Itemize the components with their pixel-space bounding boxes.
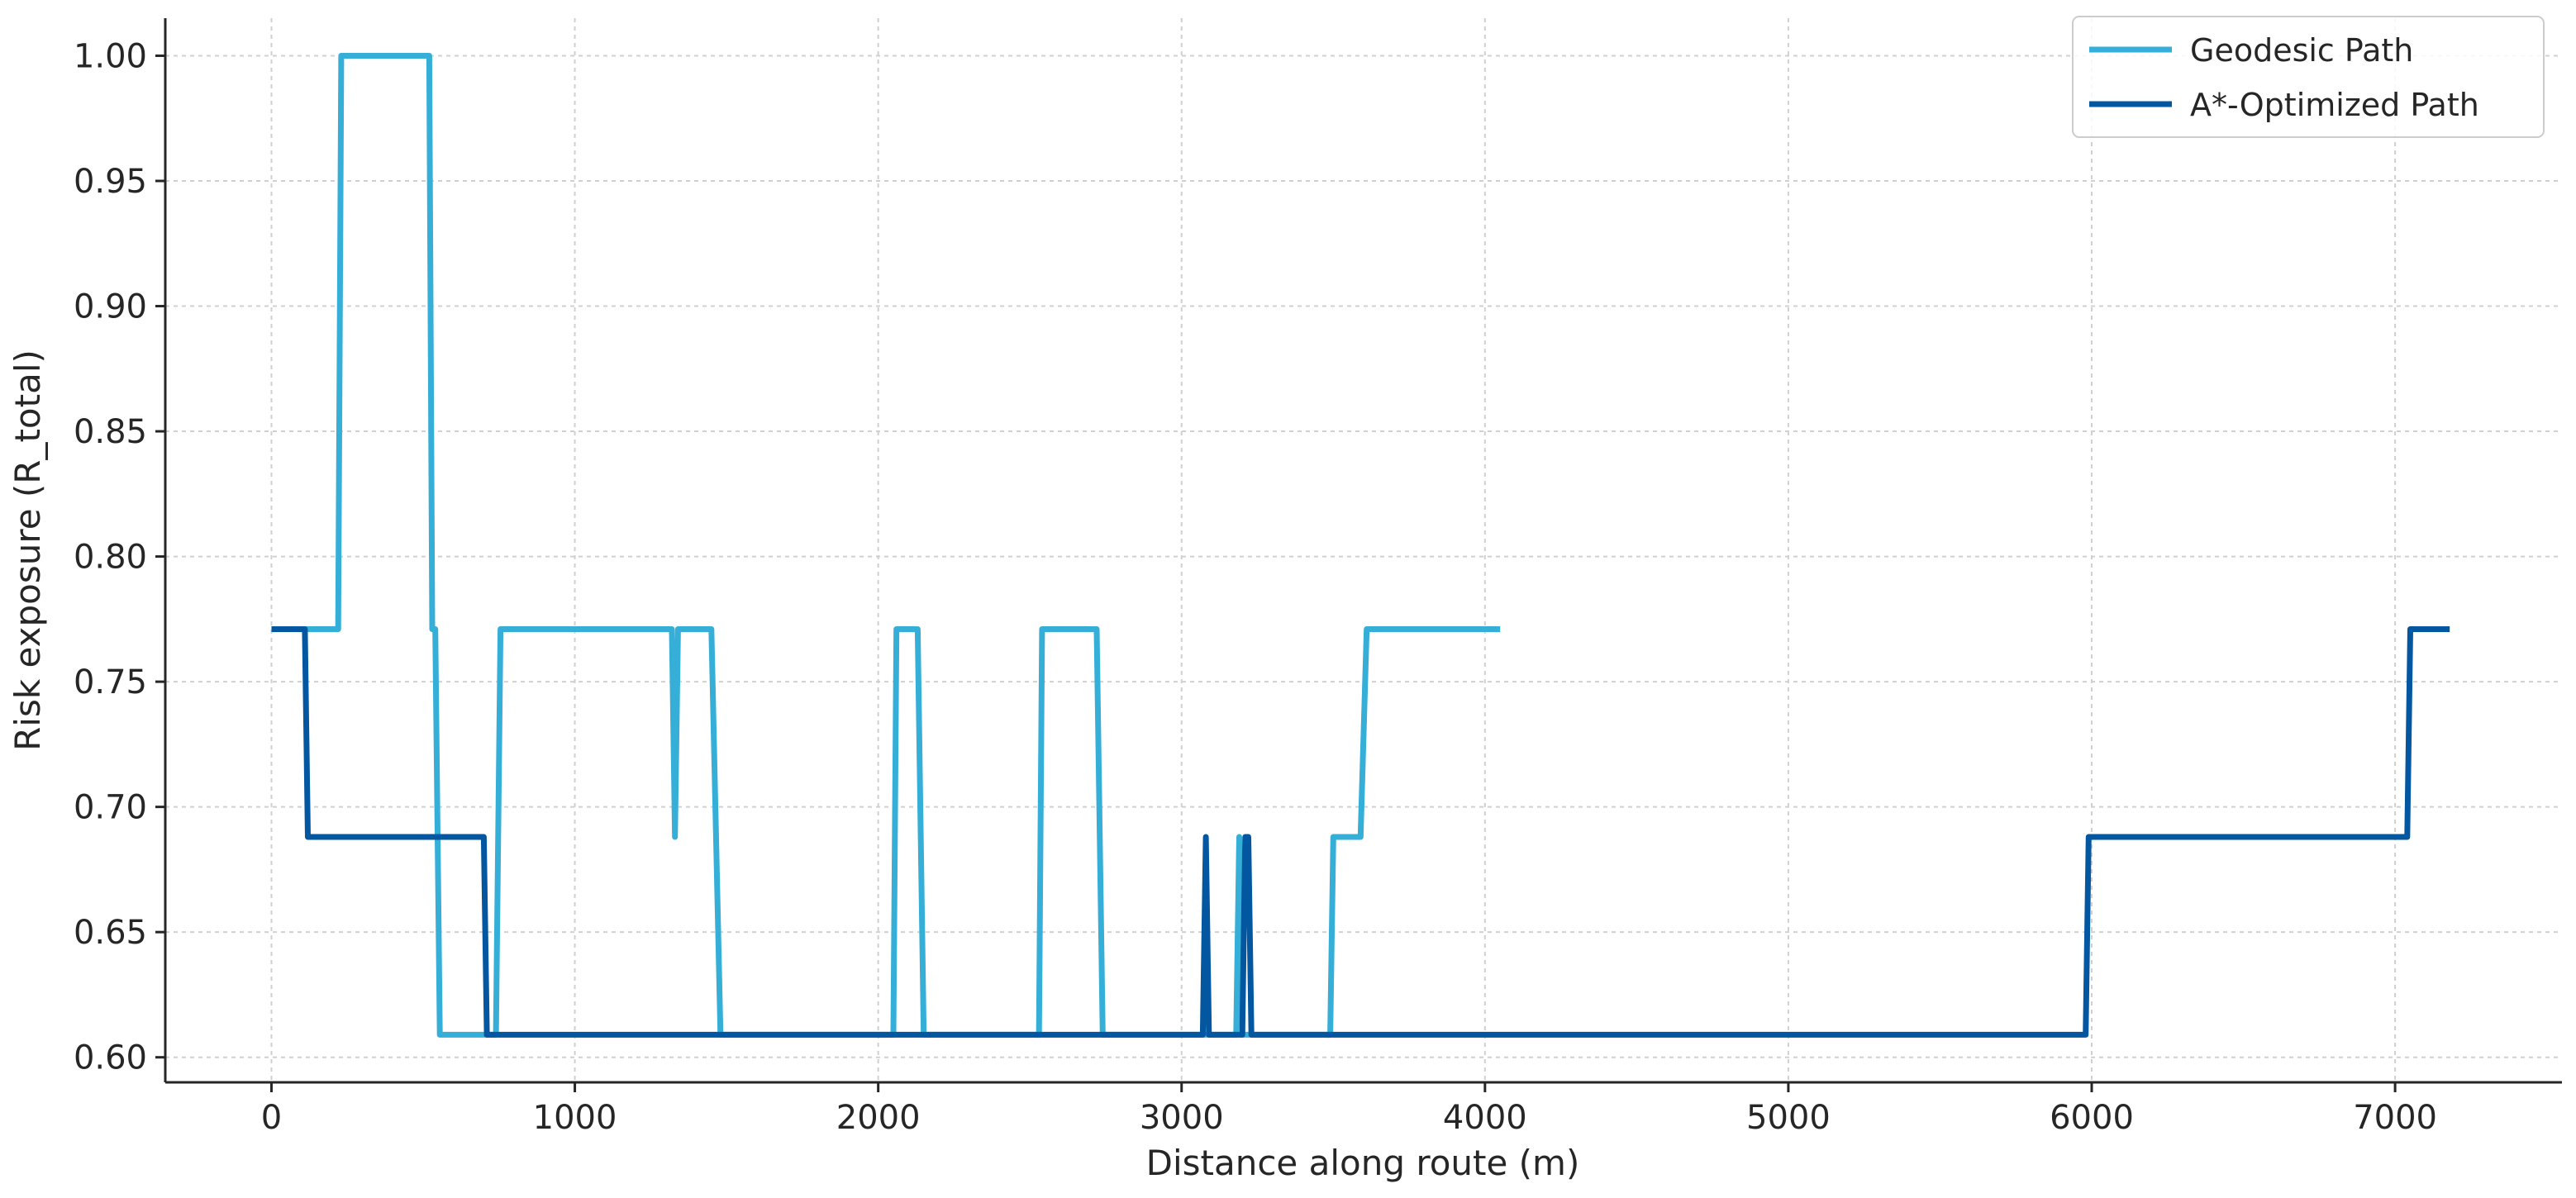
series-layer: [271, 53, 2450, 1038]
series-line-geodesic: [271, 53, 1501, 1038]
legend: Geodesic Path A*-Optimized Path: [2072, 16, 2545, 138]
y-tick-label: 0.70: [74, 789, 147, 827]
y-tick-label: 0.95: [74, 163, 147, 201]
y-axis-label: Risk exposure (R_total): [7, 349, 48, 751]
x-tick-label: 6000: [2050, 1099, 2134, 1137]
legend-label-geodesic: Geodesic Path: [2190, 32, 2413, 69]
x-tick-label: 7000: [2353, 1099, 2437, 1137]
x-tick-label: 3000: [1140, 1099, 1224, 1137]
y-tick-label: 0.60: [74, 1039, 147, 1077]
y-tick-label: 1.00: [74, 37, 147, 75]
y-tick-label: 0.65: [74, 914, 147, 952]
ticks: 0 1000 2000 3000 4000 5000 6000 7000 0.60 0.65 0.7…: [74, 37, 2437, 1137]
y-tick-label: 0.85: [74, 413, 147, 451]
x-tick-label: 5000: [1746, 1099, 1831, 1137]
x-tick-label: 2000: [836, 1099, 921, 1137]
y-tick-label: 0.90: [74, 288, 147, 326]
x-tick-label: 4000: [1443, 1099, 1527, 1137]
x-tick-label: 0: [261, 1099, 282, 1137]
x-tick-label: 1000: [533, 1099, 617, 1137]
legend-frame: [2072, 16, 2545, 138]
grid: [165, 18, 2562, 1082]
y-tick-label: 0.80: [74, 539, 147, 577]
axes: [164, 18, 2562, 1084]
legend-label-astar: A*-Optimized Path: [2190, 87, 2479, 123]
y-tick-label: 0.75: [74, 663, 147, 701]
series-line-astar: [271, 626, 2450, 1038]
x-axis-label: Distance along route (m): [1146, 1143, 1580, 1183]
